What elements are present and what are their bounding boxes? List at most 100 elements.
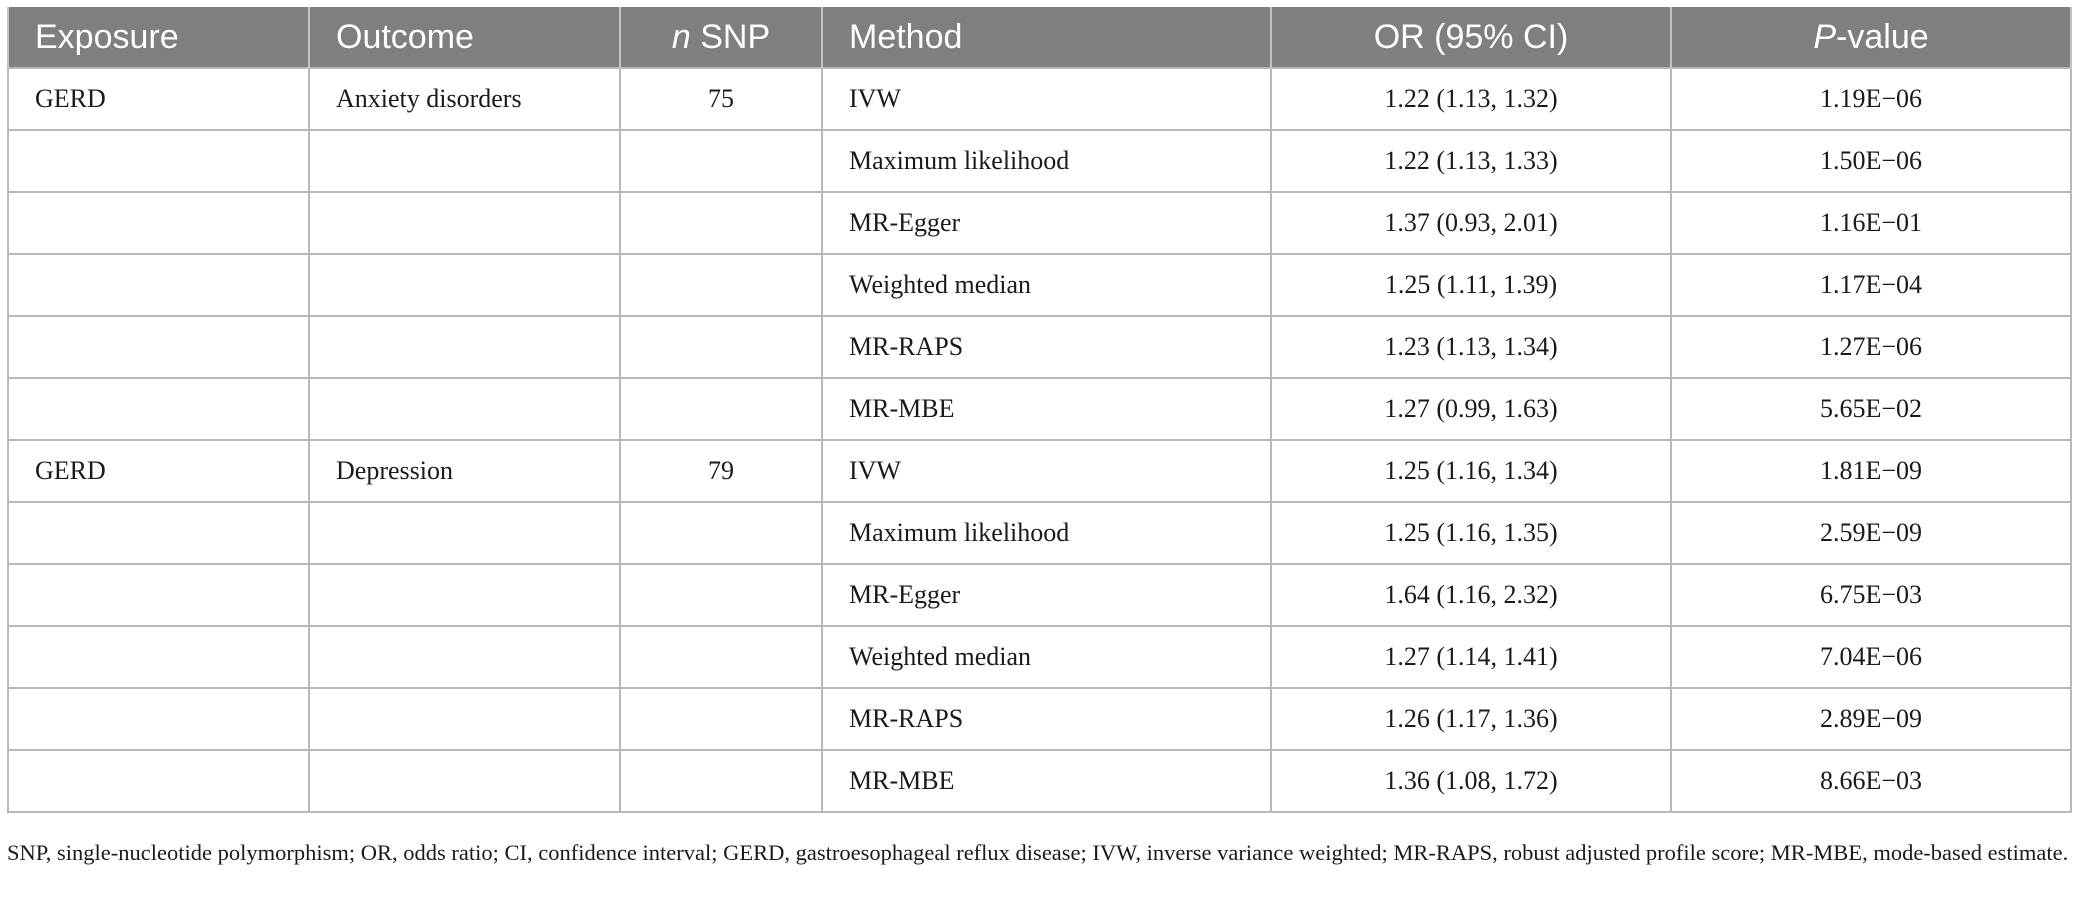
cell-outcome xyxy=(308,501,621,565)
table-row: Maximum likelihood 1.25 (1.16, 1.35) 2.59E… xyxy=(7,501,2072,565)
table-row: Weighted median 1.27 (1.14, 1.41) 7.04E−06 xyxy=(7,625,2072,689)
cell-outcome xyxy=(308,191,621,255)
cell-p-value: 1.27E−06 xyxy=(1670,315,2072,379)
cell-exposure xyxy=(7,253,310,317)
cell-method: Maximum likelihood xyxy=(821,129,1272,193)
cell-exposure xyxy=(7,191,310,255)
table-header: Exposure Outcome n SNP Method OR (95% CI… xyxy=(7,7,2072,68)
header-p-value-italic: P xyxy=(1813,17,1837,56)
cell-method: MR-RAPS xyxy=(821,687,1272,751)
cell-p-value: 7.04E−06 xyxy=(1670,625,2072,689)
cell-n-snp xyxy=(619,191,823,255)
table-row: Weighted median 1.25 (1.11, 1.39) 1.17E−04 xyxy=(7,253,2072,317)
cell-p-value: 2.59E−09 xyxy=(1670,501,2072,565)
cell-outcome: Depression xyxy=(308,439,621,503)
cell-n-snp: 75 xyxy=(619,67,823,131)
cell-p-value: 1.81E−09 xyxy=(1670,439,2072,503)
cell-method: MR-Egger xyxy=(821,191,1272,255)
cell-p-value: 8.66E−03 xyxy=(1670,749,2072,813)
cell-p-value: 2.89E−09 xyxy=(1670,687,2072,751)
cell-method: MR-MBE xyxy=(821,377,1272,441)
cell-method: MR-Egger xyxy=(821,563,1272,627)
header-row: Exposure Outcome n SNP Method OR (95% CI… xyxy=(7,7,2072,68)
cell-outcome xyxy=(308,129,621,193)
cell-exposure: GERD xyxy=(7,439,310,503)
header-p-value: P-value xyxy=(1670,7,2072,68)
cell-exposure xyxy=(7,129,310,193)
cell-exposure xyxy=(7,377,310,441)
cell-exposure xyxy=(7,687,310,751)
cell-exposure xyxy=(7,563,310,627)
cell-p-value: 1.17E−04 xyxy=(1670,253,2072,317)
cell-or-ci: 1.25 (1.11, 1.39) xyxy=(1270,253,1672,317)
cell-n-snp xyxy=(619,749,823,813)
cell-n-snp xyxy=(619,501,823,565)
cell-exposure xyxy=(7,749,310,813)
cell-exposure xyxy=(7,625,310,689)
header-outcome: Outcome xyxy=(308,7,621,68)
cell-or-ci: 1.25 (1.16, 1.35) xyxy=(1270,501,1672,565)
table-row: GERD Anxiety disorders 75 IVW 1.22 (1.13, 1.… xyxy=(7,67,2072,131)
cell-method: Maximum likelihood xyxy=(821,501,1272,565)
cell-or-ci: 1.25 (1.16, 1.34) xyxy=(1270,439,1672,503)
cell-or-ci: 1.27 (1.14, 1.41) xyxy=(1270,625,1672,689)
cell-method: IVW xyxy=(821,439,1272,503)
cell-n-snp xyxy=(619,377,823,441)
cell-p-value: 5.65E−02 xyxy=(1670,377,2072,441)
table-body: GERD Anxiety disorders 75 IVW 1.22 (1.13, 1.… xyxy=(7,67,2072,813)
cell-n-snp xyxy=(619,129,823,193)
cell-or-ci: 1.36 (1.08, 1.72) xyxy=(1270,749,1672,813)
cell-method: MR-MBE xyxy=(821,749,1272,813)
cell-or-ci: 1.64 (1.16, 2.32) xyxy=(1270,563,1672,627)
results-table-container: Exposure Outcome n SNP Method OR (95% CI… xyxy=(7,7,2072,813)
cell-outcome xyxy=(308,563,621,627)
cell-outcome xyxy=(308,687,621,751)
header-exposure: Exposure xyxy=(7,7,310,68)
cell-p-value: 1.16E−01 xyxy=(1670,191,2072,255)
header-p-value-rest: -value xyxy=(1836,17,1929,56)
cell-or-ci: 1.37 (0.93, 2.01) xyxy=(1270,191,1672,255)
table-row: MR-RAPS 1.26 (1.17, 1.36) 2.89E−09 xyxy=(7,687,2072,751)
table-row: MR-MBE 1.36 (1.08, 1.72) 8.66E−03 xyxy=(7,749,2072,813)
cell-outcome: Anxiety disorders xyxy=(308,67,621,131)
cell-or-ci: 1.23 (1.13, 1.34) xyxy=(1270,315,1672,379)
cell-exposure: GERD xyxy=(7,67,310,131)
cell-n-snp xyxy=(619,253,823,317)
cell-outcome xyxy=(308,377,621,441)
cell-outcome xyxy=(308,749,621,813)
table-row: MR-Egger 1.64 (1.16, 2.32) 6.75E−03 xyxy=(7,563,2072,627)
cell-p-value: 1.19E−06 xyxy=(1670,67,2072,131)
cell-p-value: 1.50E−06 xyxy=(1670,129,2072,193)
cell-method: Weighted median xyxy=(821,253,1272,317)
header-n-snp: n SNP xyxy=(619,7,823,68)
cell-exposure xyxy=(7,501,310,565)
header-method: Method xyxy=(821,7,1272,68)
header-n-snp-rest: SNP xyxy=(690,17,771,56)
cell-n-snp xyxy=(619,687,823,751)
cell-n-snp xyxy=(619,625,823,689)
cell-method: IVW xyxy=(821,67,1272,131)
cell-method: Weighted median xyxy=(821,625,1272,689)
cell-exposure xyxy=(7,315,310,379)
table-row: MR-RAPS 1.23 (1.13, 1.34) 1.27E−06 xyxy=(7,315,2072,379)
cell-or-ci: 1.26 (1.17, 1.36) xyxy=(1270,687,1672,751)
cell-or-ci: 1.22 (1.13, 1.33) xyxy=(1270,129,1672,193)
cell-or-ci: 1.27 (0.99, 1.63) xyxy=(1270,377,1672,441)
header-n-snp-italic: n xyxy=(671,17,691,56)
cell-or-ci: 1.22 (1.13, 1.32) xyxy=(1270,67,1672,131)
header-or-ci: OR (95% CI) xyxy=(1270,7,1672,68)
table-footnote: SNP, single-nucleotide polymorphism; OR,… xyxy=(7,840,2069,865)
cell-n-snp: 79 xyxy=(619,439,823,503)
table-row: MR-MBE 1.27 (0.99, 1.63) 5.65E−02 xyxy=(7,377,2072,441)
cell-p-value: 6.75E−03 xyxy=(1670,563,2072,627)
mr-results-table: Exposure Outcome n SNP Method OR (95% CI… xyxy=(7,7,2072,813)
cell-n-snp xyxy=(619,315,823,379)
table-row: GERD Depression 79 IVW 1.25 (1.16, 1.34) 1.81… xyxy=(7,439,2072,503)
cell-outcome xyxy=(308,315,621,379)
cell-n-snp xyxy=(619,563,823,627)
cell-method: MR-RAPS xyxy=(821,315,1272,379)
table-row: Maximum likelihood 1.22 (1.13, 1.33) 1.50E… xyxy=(7,129,2072,193)
cell-outcome xyxy=(308,625,621,689)
cell-outcome xyxy=(308,253,621,317)
table-row: MR-Egger 1.37 (0.93, 2.01) 1.16E−01 xyxy=(7,191,2072,255)
